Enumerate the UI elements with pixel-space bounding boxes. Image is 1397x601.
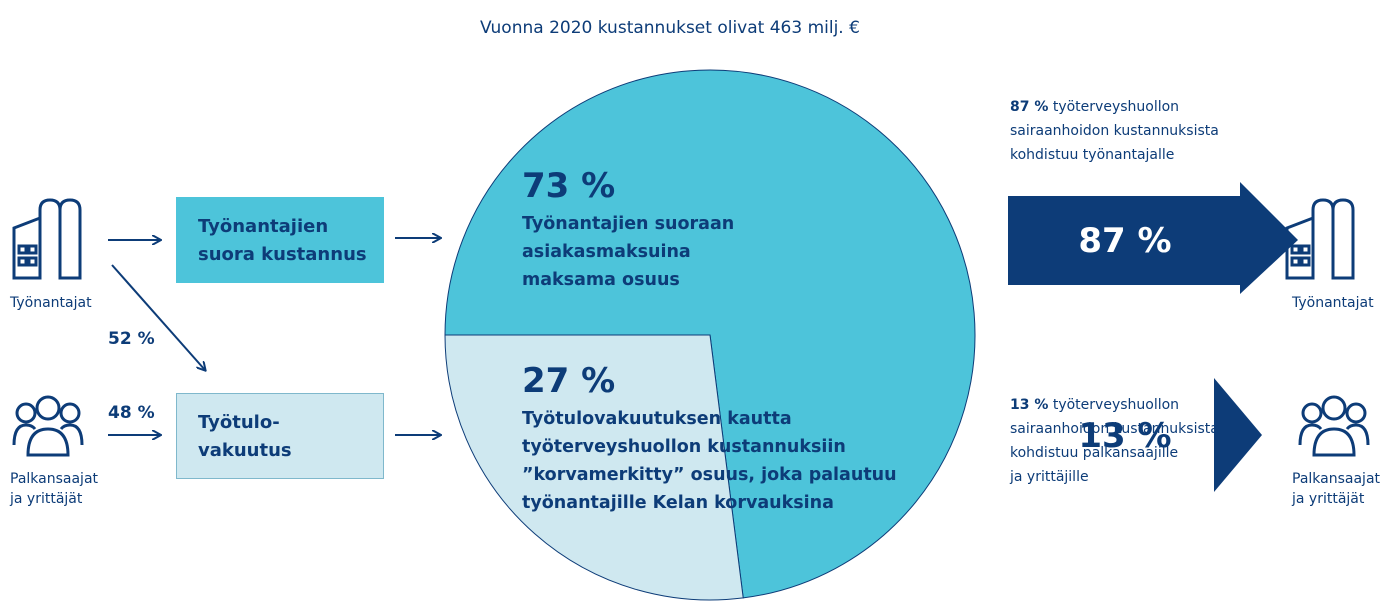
big-arrow — [1008, 182, 1298, 294]
employer-icon — [12, 198, 82, 280]
note: kohdistuu työnantajalle — [1010, 147, 1174, 163]
note: kohdistuu palkansaajille — [1010, 445, 1178, 461]
employee-label: ja yrittäjät — [9, 491, 83, 507]
pie-slice — [444, 69, 976, 599]
slice-text: työterveyshuollon kustannuksiin — [522, 437, 846, 457]
pie: 73 % Työnantajien suoraan asiakasmaksuina m… — [444, 69, 976, 601]
target-label: Työnantajat — [1291, 295, 1374, 311]
employee-icon — [12, 395, 84, 457]
insurance-box — [176, 393, 384, 479]
box-text: vakuutus — [198, 440, 292, 461]
slice-text: ”korvamerkitty” osuus, joka palautuu — [522, 465, 897, 485]
slice-text: Työnantajien suoraan — [522, 214, 734, 234]
slice-value: 73 % — [522, 166, 615, 206]
slice-text: Työtulovakuutuksen kautta — [522, 409, 792, 429]
share-label: 52 % — [108, 329, 155, 349]
title: Vuonna 2020 kustannukset olivat 463 milj… — [480, 18, 860, 38]
box-text: Työtulo- — [198, 412, 280, 433]
value-label: 13 % — [1078, 416, 1171, 456]
employee-icon — [1298, 395, 1370, 457]
employee-label: Palkansaajat — [10, 471, 99, 487]
slice-text: työnantajille Kelan korvauksina — [522, 493, 834, 513]
note: 13 % työterveyshuollon — [1010, 397, 1179, 413]
employer-label: Työnantajat — [9, 295, 92, 311]
slice-text: maksama osuus — [522, 270, 680, 290]
small-arrow — [1214, 378, 1262, 492]
box-text: suora kustannus — [198, 244, 367, 265]
note: sairaanhoidon kustannuksista — [1010, 421, 1219, 437]
note: ja yrittäjille — [1009, 469, 1089, 485]
target-label: Palkansaajat — [1292, 471, 1381, 487]
target-label: ja yrittäjät — [1291, 491, 1365, 507]
arrow — [111, 264, 205, 370]
box-text: Työnantajien — [198, 216, 328, 237]
pie-slice — [444, 334, 744, 601]
arrow-label: 87 % — [1078, 221, 1171, 261]
slice-value: 27 % — [522, 361, 615, 401]
cost-box — [176, 197, 384, 283]
note: 87 % työterveyshuollon — [1010, 99, 1179, 115]
note: sairaanhoidon kustannuksista — [1010, 123, 1219, 139]
share-label: 48 % — [108, 403, 155, 423]
slice-text: asiakasmaksuina — [522, 242, 691, 262]
